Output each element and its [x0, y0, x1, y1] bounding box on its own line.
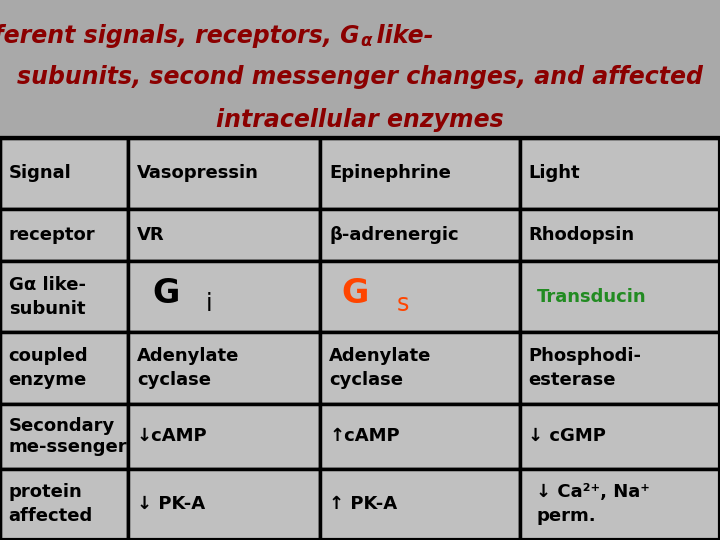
- Text: Signal: Signal: [9, 164, 71, 183]
- Bar: [0, 138, 128, 209]
- Bar: [520, 469, 720, 540]
- Text: Rhodopsin: Rhodopsin: [528, 226, 634, 244]
- Bar: [320, 138, 520, 209]
- Text: Gα like-: Gα like-: [9, 276, 86, 294]
- Bar: [0, 469, 128, 540]
- Text: ↓ PK-A: ↓ PK-A: [137, 495, 205, 514]
- Bar: [520, 209, 720, 261]
- Text: coupled: coupled: [9, 347, 89, 366]
- Bar: [0, 261, 128, 333]
- Bar: [520, 138, 720, 209]
- Text: subunit: subunit: [9, 300, 85, 318]
- Text: ↓ cGMP: ↓ cGMP: [528, 427, 606, 446]
- Bar: [128, 469, 320, 540]
- Bar: [0, 209, 128, 261]
- Text: intracellular enzymes: intracellular enzymes: [216, 108, 504, 132]
- Text: Phosphodi-: Phosphodi-: [528, 347, 642, 366]
- Text: G: G: [341, 277, 369, 310]
- Text: esterase: esterase: [528, 371, 616, 389]
- Text: enzyme: enzyme: [9, 371, 87, 389]
- Bar: [128, 333, 320, 404]
- Bar: [320, 333, 520, 404]
- Text: Secondary: Secondary: [9, 416, 115, 435]
- Bar: [320, 261, 520, 333]
- Bar: [520, 404, 720, 469]
- Text: perm.: perm.: [536, 507, 596, 525]
- Bar: [320, 404, 520, 469]
- Bar: [128, 209, 320, 261]
- Bar: [128, 138, 320, 209]
- Text: affected: affected: [9, 507, 93, 525]
- Text: i: i: [206, 292, 212, 316]
- Bar: [520, 261, 720, 333]
- Bar: [0, 333, 128, 404]
- Text: G: G: [152, 277, 179, 310]
- Bar: [0, 404, 128, 469]
- Text: Examples of different signals, receptors, G: Examples of different signals, receptors…: [0, 24, 360, 48]
- Text: Transducin: Transducin: [536, 288, 646, 306]
- Bar: [128, 261, 320, 333]
- Text: receptor: receptor: [9, 226, 95, 244]
- Text: cyclase: cyclase: [329, 371, 403, 389]
- Text: ↓cAMP: ↓cAMP: [137, 427, 207, 446]
- Text: Light: Light: [528, 164, 580, 183]
- Text: ↑ PK-A: ↑ PK-A: [329, 495, 397, 514]
- Text: Adenylate: Adenylate: [329, 347, 431, 366]
- Text: Adenylate: Adenylate: [137, 347, 239, 366]
- Bar: [520, 333, 720, 404]
- Text: Epinephrine: Epinephrine: [329, 164, 451, 183]
- Text: Vasopressin: Vasopressin: [137, 164, 258, 183]
- Text: ↑cAMP: ↑cAMP: [329, 427, 400, 446]
- Bar: [128, 404, 320, 469]
- Text: β-adrenergic: β-adrenergic: [329, 226, 459, 244]
- Text: cyclase: cyclase: [137, 371, 211, 389]
- Text: subunits, second messenger changes, and affected: subunits, second messenger changes, and …: [17, 65, 703, 89]
- Text: α: α: [360, 32, 372, 50]
- Text: like-: like-: [360, 24, 433, 48]
- Text: s: s: [397, 292, 409, 316]
- Text: protein: protein: [9, 483, 82, 502]
- Text: ↓ Ca²⁺, Na⁺: ↓ Ca²⁺, Na⁺: [536, 483, 650, 502]
- Bar: [320, 209, 520, 261]
- Bar: [320, 469, 520, 540]
- Text: VR: VR: [137, 226, 164, 244]
- Text: me-ssenger: me-ssenger: [9, 438, 127, 456]
